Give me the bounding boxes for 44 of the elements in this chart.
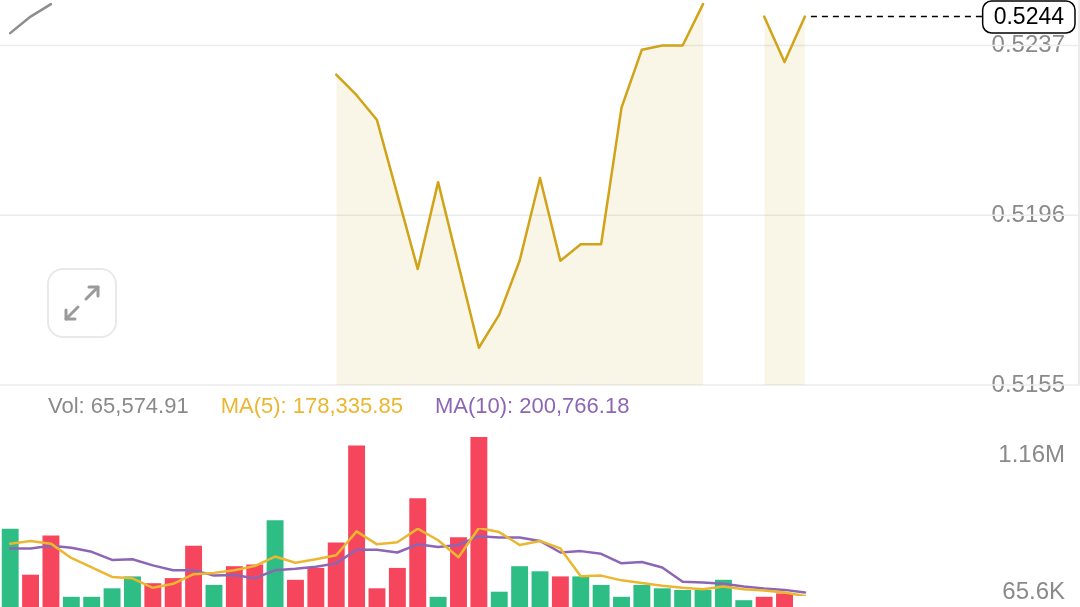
bar xyxy=(653,588,671,607)
annotation: 65.6K xyxy=(1002,576,1065,604)
bar xyxy=(348,445,366,607)
bar xyxy=(266,520,284,607)
bar xyxy=(776,593,793,607)
bar xyxy=(572,576,590,607)
bar xyxy=(511,566,529,607)
bar xyxy=(633,584,651,607)
bar xyxy=(287,579,304,607)
y-tick-label: 0.5196 xyxy=(991,199,1065,227)
bar xyxy=(429,596,447,607)
bar xyxy=(450,537,467,607)
bar xyxy=(83,596,101,607)
bar xyxy=(409,498,427,607)
bar xyxy=(62,596,80,607)
bar xyxy=(205,584,223,607)
text: MA(10): 200,766.18 xyxy=(434,393,630,419)
text: MA(5): 178,335.85 xyxy=(220,393,403,419)
bar xyxy=(42,535,60,607)
y-tick-label: 0.5155 xyxy=(991,369,1065,397)
bar xyxy=(755,596,773,607)
bar xyxy=(470,437,488,607)
bar xyxy=(22,574,40,607)
ref-line-label: 0.5244 xyxy=(993,3,1065,30)
bar xyxy=(307,567,325,607)
bar xyxy=(327,542,345,607)
bar xyxy=(164,578,182,607)
bar xyxy=(368,588,386,607)
bar xyxy=(674,590,692,607)
bar xyxy=(124,576,141,607)
bar xyxy=(1,528,19,607)
bar xyxy=(185,545,203,607)
bar xyxy=(103,588,121,607)
bar xyxy=(531,571,549,607)
annotation: 1.16M xyxy=(998,439,1065,467)
bar xyxy=(592,584,610,607)
bar xyxy=(490,591,508,607)
y-tick-label: 0.5237 xyxy=(991,30,1065,58)
bar xyxy=(613,596,630,607)
bar xyxy=(388,567,406,607)
bar xyxy=(551,576,569,607)
bar xyxy=(694,590,712,607)
text: Vol: 65,574.91 xyxy=(48,393,189,419)
bar xyxy=(735,600,753,607)
